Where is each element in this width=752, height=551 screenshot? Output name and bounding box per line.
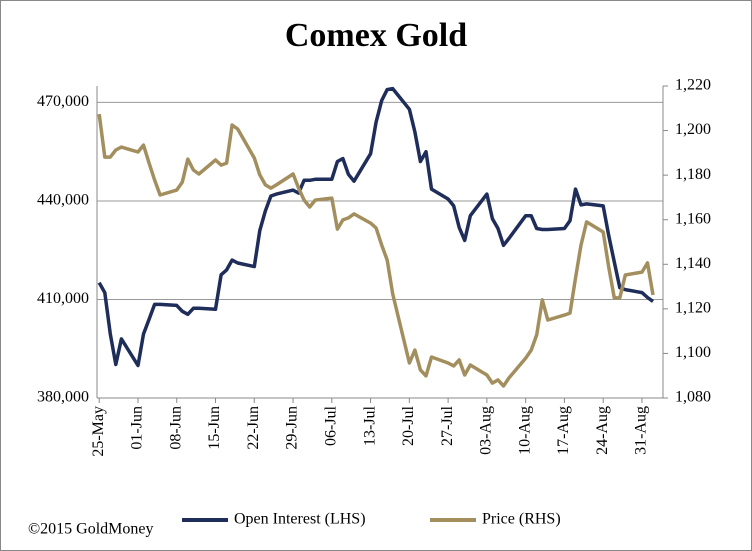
series-line (97, 86, 655, 368)
x-tick-label: 13-Jul (361, 405, 378, 446)
y2-tick-label: 1,160 (675, 210, 711, 227)
legend-label: Open Interest (LHS) (234, 511, 366, 528)
y2-tick-label: 1,120 (675, 300, 711, 317)
y2-tick-label: 1,140 (675, 255, 711, 272)
x-tick-label: 01-Jun (129, 406, 146, 450)
x-tick-label: 03-Aug (478, 406, 495, 455)
y-tick-label: 380,000 (37, 389, 89, 406)
x-tick-label: 10-Aug (516, 406, 533, 455)
x-tick-label: 31-Aug (633, 406, 650, 455)
footer: ©2015 GoldMoney (28, 521, 153, 538)
y2-tick-label: 1,220 (675, 77, 711, 94)
legend-label: Price (RHS) (482, 511, 561, 528)
x-tick-label: 25-May (90, 406, 107, 457)
x-tick-label: 22-Jun (245, 406, 262, 450)
y-tick-label: 410,000 (37, 290, 89, 307)
x-tick-label: 06-Jul (322, 405, 339, 446)
series-line (97, 113, 655, 388)
x-tick-label: 08-Jun (167, 406, 184, 450)
y2-tick-label: 1,100 (675, 344, 711, 361)
x-tick-label: 17-Aug (555, 406, 572, 455)
x-tick-label: 24-Aug (594, 406, 611, 455)
y2-tick-label: 1,200 (675, 121, 711, 138)
y2-tick-label: 1,180 (675, 166, 711, 183)
y2-tick-label: 1,080 (675, 389, 711, 406)
x-tick-label: 15-Jun (206, 406, 223, 450)
x-tick-label: 29-Jun (284, 406, 301, 450)
x-tick-label: 20-Jul (400, 405, 417, 446)
chart-title: Comex Gold (285, 17, 467, 54)
y-tick-label: 440,000 (37, 192, 89, 209)
x-tick-label: 27-Jul (439, 405, 456, 446)
y-tick-label: 470,000 (37, 93, 89, 110)
